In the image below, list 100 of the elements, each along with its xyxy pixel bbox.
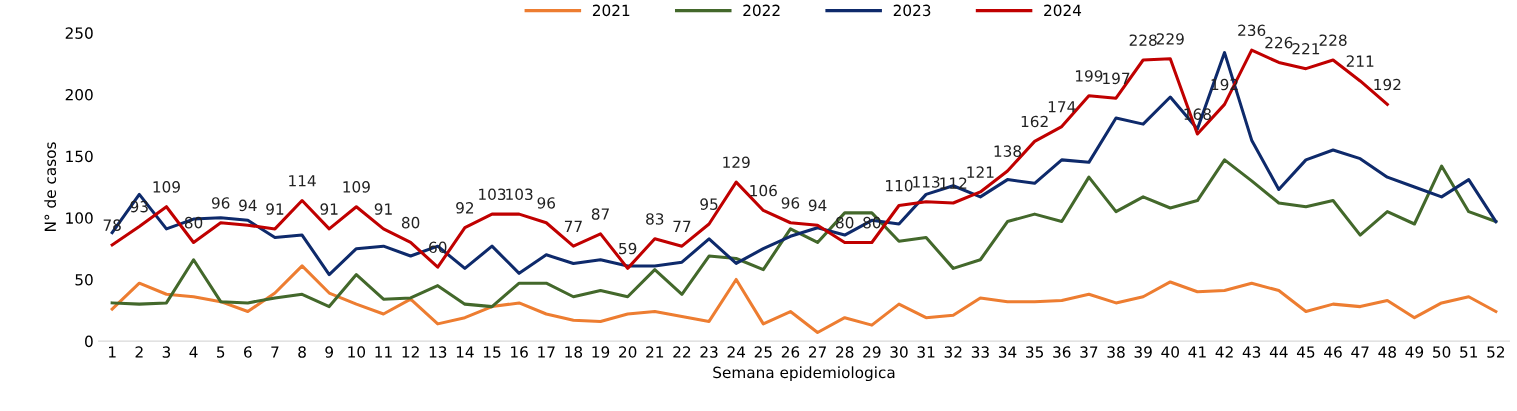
data-label: 83	[646, 213, 664, 225]
data-label: 228	[1129, 34, 1157, 46]
y-tick-label: 200	[65, 89, 93, 101]
x-tick-label: 3	[162, 346, 171, 358]
x-tick-label: 48	[1378, 346, 1396, 358]
x-tick-label: 41	[1188, 346, 1206, 358]
data-label: 110	[886, 179, 913, 192]
data-label: 109	[343, 181, 370, 193]
data-label: 94	[808, 199, 827, 212]
x-tick-label: 6	[244, 346, 252, 358]
x-tick-label: 26	[781, 346, 800, 358]
x-tick-label: 31	[917, 346, 935, 358]
legend-label: 2024	[1044, 4, 1082, 17]
data-label: 211	[1346, 55, 1374, 67]
x-tick-label: 34	[998, 346, 1017, 358]
x-tick-label: 17	[538, 346, 555, 358]
data-label: 112	[940, 177, 967, 189]
y-tick-label: 250	[65, 27, 93, 39]
x-tick-label: 11	[375, 346, 392, 358]
data-label: 59	[619, 242, 637, 255]
x-tick-label: 20	[619, 346, 637, 358]
x-tick-label: 45	[1296, 346, 1315, 358]
x-tick-label: 40	[1161, 346, 1179, 358]
data-label: 221	[1292, 43, 1320, 55]
data-label: 121	[967, 166, 994, 178]
x-tick-label: 36	[1053, 346, 1071, 358]
x-tick-label: 14	[456, 346, 474, 358]
data-label: 162	[1021, 115, 1048, 128]
x-tick-label: 27	[808, 346, 826, 358]
x-tick-label: 35	[1026, 346, 1044, 358]
x-tick-label: 15	[483, 346, 501, 358]
data-label: 96	[537, 197, 556, 209]
y-axis-title: N° de casos	[44, 142, 57, 231]
x-tick-label: 43	[1242, 346, 1261, 358]
data-label: 94	[239, 199, 257, 212]
data-label: 80	[836, 216, 854, 229]
data-label: 106	[750, 184, 777, 197]
data-label: 199	[1075, 70, 1103, 82]
x-tick-label: 38	[1107, 346, 1125, 358]
x-tick-label: 39	[1134, 346, 1152, 358]
data-label: 103	[479, 188, 506, 201]
x-tick-label: 2	[135, 346, 143, 358]
data-label: 129	[723, 156, 750, 168]
x-tick-label: 37	[1080, 346, 1098, 358]
x-tick-label: 16	[511, 346, 528, 358]
x-tick-label: 25	[754, 346, 772, 358]
x-tick-label: 8	[298, 346, 306, 358]
x-tick-label: 5	[217, 346, 225, 358]
data-label: 93	[130, 200, 148, 213]
x-tick-label: 44	[1269, 346, 1288, 358]
x-tick-label: 30	[890, 346, 908, 358]
x-tick-label: 21	[646, 346, 664, 358]
y-tick-label: 100	[66, 212, 93, 224]
legend-label: 2023	[893, 4, 931, 17]
data-label: 91	[374, 203, 392, 215]
data-label: 229	[1156, 33, 1184, 45]
x-tick-label: 18	[565, 346, 583, 358]
x-tick-label: 50	[1433, 346, 1451, 358]
data-label: 109	[153, 181, 180, 193]
x-axis-title: Semana epidemiologica	[713, 366, 895, 382]
x-tick-label: 29	[863, 346, 881, 358]
x-tick-label: 4	[189, 346, 198, 358]
x-tick-label: 7	[271, 346, 279, 358]
data-label: 96	[781, 197, 800, 209]
data-label: 80	[401, 216, 420, 229]
x-tick-label: 28	[836, 346, 854, 358]
data-label: 114	[289, 175, 316, 187]
x-tick-label: 1	[108, 346, 116, 358]
x-tick-label: 46	[1324, 346, 1342, 358]
x-tick-label: 10	[348, 346, 366, 358]
x-tick-label: 42	[1215, 346, 1233, 358]
x-tick-label: 52	[1487, 346, 1505, 358]
legend-label: 2021	[592, 4, 630, 17]
x-tick-label: 22	[673, 346, 691, 358]
x-tick-label: 49	[1405, 346, 1424, 358]
data-label: 174	[1048, 101, 1076, 113]
x-tick-label: 32	[944, 346, 962, 358]
data-label: 77	[564, 220, 582, 232]
data-label: 80	[863, 216, 881, 229]
data-label: 80	[184, 216, 203, 229]
line-series	[110, 264, 1498, 335]
x-tick-label: 47	[1351, 346, 1369, 358]
legend-label: 2022	[743, 4, 780, 17]
x-tick-label: 24	[727, 346, 746, 358]
y-tick-label: 150	[66, 150, 93, 163]
y-tick-label: 0	[85, 335, 93, 348]
data-label: 228	[1319, 34, 1347, 46]
data-label: 96	[211, 197, 230, 209]
data-label: 138	[994, 145, 1022, 157]
data-label: 226	[1265, 36, 1293, 49]
data-label: 103	[506, 188, 533, 201]
data-label: 236	[1238, 24, 1266, 37]
x-tick-label: 13	[429, 346, 447, 358]
data-label: 87	[591, 208, 609, 220]
x-tick-label: 23	[700, 346, 718, 358]
data-label: 192	[1374, 78, 1401, 91]
x-tick-label: 19	[592, 346, 610, 358]
data-label: 91	[266, 203, 284, 215]
x-tick-label: 12	[402, 346, 419, 358]
x-tick-label: 9	[325, 346, 333, 358]
